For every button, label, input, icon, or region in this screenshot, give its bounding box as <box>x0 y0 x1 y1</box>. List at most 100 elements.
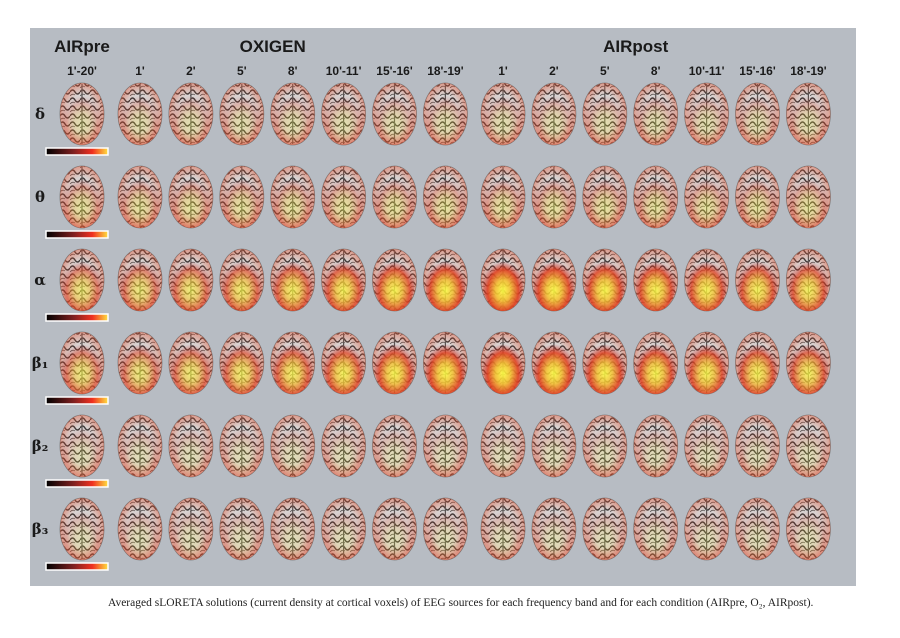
colorbar <box>45 313 109 322</box>
activation <box>374 423 415 477</box>
activation <box>272 506 313 560</box>
activation <box>686 423 727 477</box>
activation <box>686 340 727 394</box>
time-label: 8' <box>288 64 298 78</box>
activation <box>635 91 676 145</box>
group-title: AIRpre <box>54 37 110 56</box>
activation <box>737 506 778 560</box>
activation <box>737 91 778 145</box>
activation <box>533 257 574 311</box>
activation <box>323 423 364 477</box>
activation <box>221 506 262 560</box>
band-label: β₁ <box>32 354 49 372</box>
colorbar <box>45 562 109 571</box>
activation <box>737 174 778 228</box>
activation <box>737 257 778 311</box>
band-label: α <box>34 271 46 289</box>
activation <box>788 257 829 311</box>
activation <box>170 91 211 145</box>
time-label: 18'-19' <box>427 64 464 78</box>
activation <box>686 257 727 311</box>
activation <box>272 423 313 477</box>
activation <box>221 423 262 477</box>
time-label: 10'-11' <box>689 64 725 78</box>
activation <box>272 91 313 145</box>
time-label: 15'-16' <box>376 64 413 78</box>
activation <box>635 506 676 560</box>
activation <box>483 91 523 145</box>
activation <box>635 174 676 228</box>
activation <box>62 506 102 560</box>
activation <box>584 174 625 228</box>
activation <box>120 340 160 394</box>
activation <box>788 340 829 394</box>
activation <box>425 174 466 228</box>
band-label: θ <box>35 188 45 206</box>
time-label: 1'-20' <box>67 64 97 78</box>
band-label: δ <box>35 105 45 123</box>
activation <box>170 340 211 394</box>
activation <box>635 257 676 311</box>
time-label: 15'-16' <box>739 64 776 78</box>
activation <box>584 423 625 477</box>
activation <box>221 174 262 228</box>
activation <box>323 91 364 145</box>
time-label: 8' <box>651 64 661 78</box>
activation <box>533 506 574 560</box>
activation <box>788 423 829 477</box>
activation <box>788 506 829 560</box>
activation <box>584 340 625 394</box>
activation <box>374 340 415 394</box>
activation <box>323 340 364 394</box>
colorbar <box>45 230 109 239</box>
activation <box>374 91 415 145</box>
activation <box>120 174 160 228</box>
activation <box>425 423 466 477</box>
activation <box>120 257 160 311</box>
activation <box>170 506 211 560</box>
activation <box>635 340 676 394</box>
group-title: AIRpost <box>603 37 669 56</box>
activation <box>170 423 211 477</box>
activation <box>272 340 313 394</box>
time-label: 2' <box>186 64 196 78</box>
activation <box>737 340 778 394</box>
activation <box>788 174 829 228</box>
activation <box>120 91 160 145</box>
activation <box>584 506 625 560</box>
caption: Averaged sLORETA solutions (current dens… <box>108 597 814 609</box>
activation <box>323 506 364 560</box>
time-label: 1' <box>498 64 508 78</box>
activation <box>425 340 466 394</box>
activation <box>635 423 676 477</box>
activation <box>483 174 523 228</box>
activation <box>483 340 523 394</box>
activation <box>425 257 466 311</box>
activation <box>374 174 415 228</box>
time-label: 5' <box>237 64 247 78</box>
activation <box>374 506 415 560</box>
activation <box>62 257 102 311</box>
activation <box>788 91 829 145</box>
colorbar <box>45 396 109 405</box>
band-label: β₂ <box>32 437 49 455</box>
activation <box>425 506 466 560</box>
activation <box>425 91 466 145</box>
colorbar <box>45 147 109 156</box>
time-label: 18'-19' <box>790 64 827 78</box>
activation <box>483 506 523 560</box>
activation <box>737 423 778 477</box>
activation <box>62 91 102 145</box>
activation <box>483 257 523 311</box>
activation <box>533 423 574 477</box>
activation <box>374 257 415 311</box>
activation <box>170 174 211 228</box>
band-label: β₃ <box>32 520 49 538</box>
activation <box>533 174 574 228</box>
activation <box>62 423 102 477</box>
activation <box>221 340 262 394</box>
activation <box>533 91 574 145</box>
activation <box>584 257 625 311</box>
